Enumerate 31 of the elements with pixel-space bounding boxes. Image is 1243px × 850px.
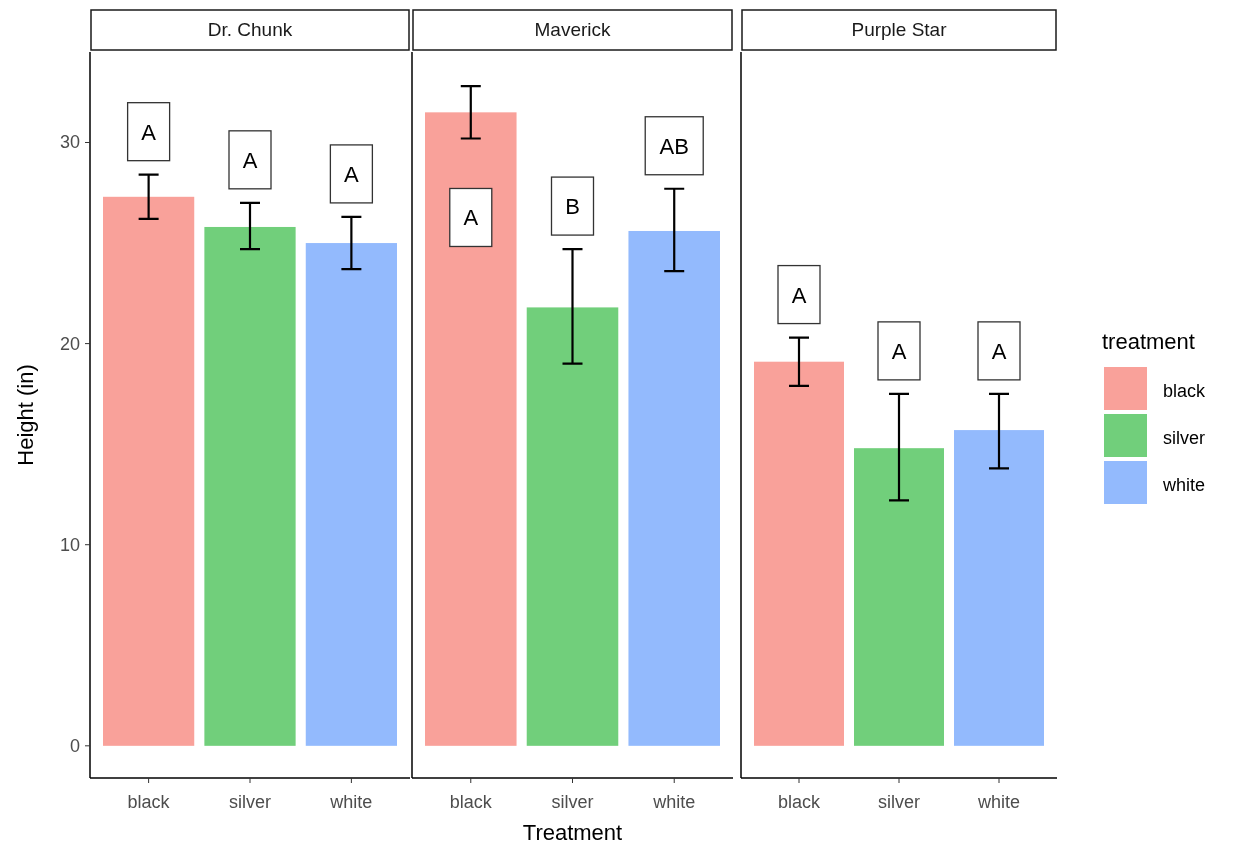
- x-tick-label: black: [777, 792, 821, 812]
- y-tick-label: 10: [59, 534, 80, 555]
- legend-label: white: [1162, 475, 1206, 495]
- annotation: A: [791, 282, 807, 308]
- annotation: A: [891, 338, 907, 364]
- x-tick-label: white: [976, 792, 1021, 812]
- x-tick-label: white: [652, 792, 696, 812]
- annotation: A: [141, 119, 157, 145]
- x-tick-label: silver: [877, 792, 921, 812]
- y-tick-label: 30: [59, 132, 80, 153]
- y-axis-title: Height (in): [13, 364, 38, 466]
- chart-title: Purple Star: [851, 19, 948, 40]
- annotation: B: [565, 194, 580, 220]
- annotation: A: [344, 161, 360, 187]
- x-tick-label: white: [329, 792, 373, 812]
- annotation: A: [463, 205, 479, 231]
- legend-label: black: [1163, 381, 1207, 401]
- annotation: AB: [659, 133, 689, 159]
- x-tick-label: black: [449, 792, 493, 812]
- x-axis-title: Treatment: [522, 820, 623, 845]
- x-tick-label: silver: [551, 792, 594, 812]
- legend-title: treatment: [1102, 329, 1195, 354]
- chart-title: Dr. Chunk: [207, 19, 293, 40]
- chart-title: Maverick: [534, 19, 611, 40]
- annotation: A: [991, 338, 1007, 364]
- x-tick-label: black: [127, 792, 171, 812]
- legend-label: silver: [1163, 428, 1206, 448]
- annotation: A: [242, 147, 258, 173]
- y-tick-label: 20: [59, 333, 80, 354]
- x-tick-label: silver: [228, 792, 272, 812]
- y-tick-label: 0: [69, 735, 80, 756]
